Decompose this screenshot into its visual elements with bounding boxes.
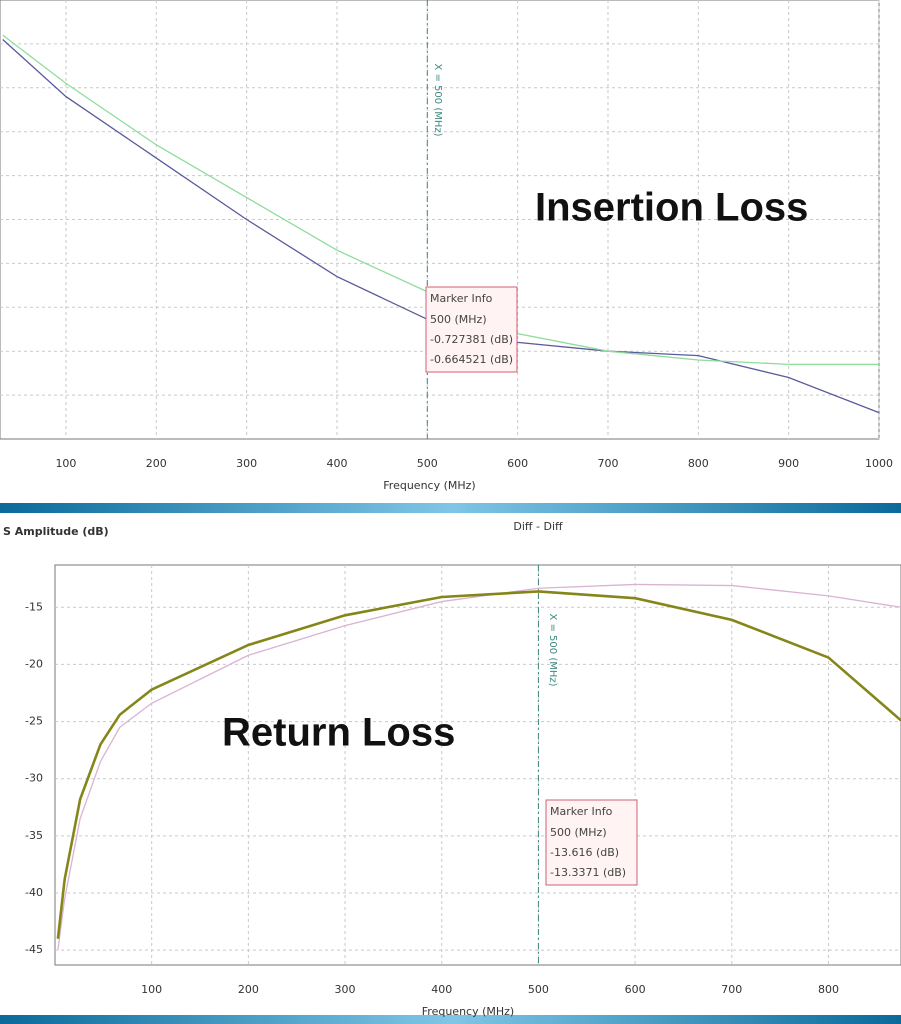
y-tick-label: -20 [25, 657, 43, 670]
x-tick-label: 600 [507, 457, 528, 470]
x-tick-label: 100 [141, 983, 162, 996]
x-tick-label: 500 [417, 457, 438, 470]
x-tick-label: 300 [236, 457, 257, 470]
marker-label: X = 500 (MHz) [547, 613, 558, 686]
x-tick-label: 500 [528, 983, 549, 996]
y-axis-label: S Amplitude (dB) [3, 525, 109, 538]
marker-value: -13.616 (dB) [550, 846, 619, 859]
x-tick-label: 400 [326, 457, 347, 470]
separator [0, 1015, 901, 1024]
series-line [56, 590, 901, 939]
x-tick-label: 800 [818, 983, 839, 996]
x-tick-label: 1000 [865, 457, 893, 470]
x-axis-label: Frequency (MHz) [422, 1005, 514, 1018]
marker-title: Marker Info [550, 805, 613, 818]
chart-title: Diff - Diff [513, 520, 563, 533]
x-tick-label: 600 [625, 983, 646, 996]
x-tick-label: 700 [721, 983, 742, 996]
plot-area [54, 564, 901, 966]
x-tick-label: 800 [688, 457, 709, 470]
y-tick-label: -45 [25, 943, 43, 956]
y-tick-label: -15 [25, 600, 43, 613]
marker-label: X = 500 (MHz) [432, 63, 443, 136]
x-tick-label: 700 [597, 457, 618, 470]
marker-value: -0.664521 (dB) [430, 353, 513, 366]
marker-value: -0.727381 (dB) [430, 333, 513, 346]
x-tick-label: 400 [431, 983, 452, 996]
x-tick-label: 900 [778, 457, 799, 470]
marker-title: Marker Info [430, 292, 493, 305]
x-axis-label: Frequency (MHz) [383, 479, 475, 492]
y-tick-label: -40 [25, 886, 43, 899]
marker-box [425, 286, 518, 373]
annotation: Return Loss [222, 711, 455, 755]
marker-value: 500 (MHz) [430, 313, 487, 326]
marker-box [545, 799, 638, 886]
marker-value: 500 (MHz) [550, 826, 607, 839]
y-tick-label: -30 [25, 772, 43, 785]
y-tick-label: -25 [25, 715, 43, 728]
marker-value: -13.3371 (dB) [550, 866, 626, 879]
x-tick-label: 200 [146, 457, 167, 470]
series-line [57, 583, 901, 951]
x-tick-label: 200 [238, 983, 259, 996]
annotation: Insertion Loss [535, 186, 808, 230]
x-tick-label: 100 [55, 457, 76, 470]
y-tick-label: -35 [25, 829, 43, 842]
separator [0, 503, 901, 513]
x-tick-label: 300 [335, 983, 356, 996]
